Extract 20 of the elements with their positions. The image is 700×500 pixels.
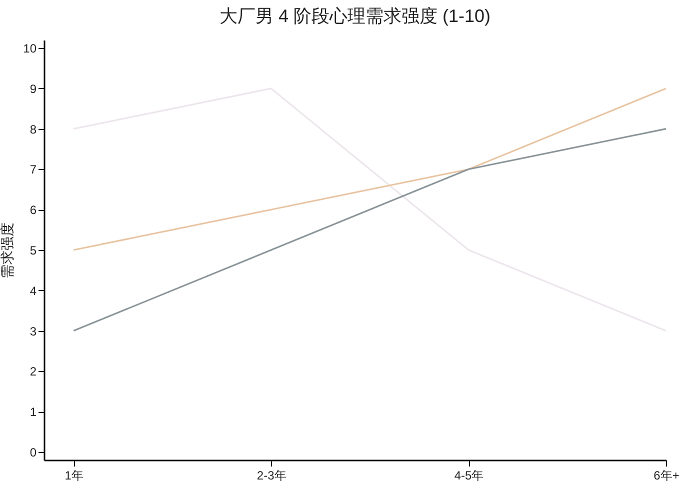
line-series [72,88,667,251]
chart-title: 大厂男 4 阶段心理需求强度 (1-10) [219,6,491,26]
y-tick-label: 1 [30,405,37,420]
y-tick-label: 6 [30,203,37,218]
y-tick-label: 7 [30,162,37,177]
x-tick-label: 4-5年 [454,468,484,482]
y-tick-label: 2 [30,364,37,379]
line-series [72,88,667,332]
y-tick-label: 3 [30,324,37,338]
y-tick-label: 8 [30,122,37,136]
y-tick-label: 10 [23,42,37,56]
y-tick-label: 5 [30,244,37,258]
x-tick-label: 1年 [64,468,84,482]
x-tick-label: 6年+ [654,468,680,482]
y-tick-label: 9 [30,82,37,96]
x-tick-label: 2-3年 [256,468,286,482]
y-tick-label: 4 [30,284,37,298]
line-series [72,128,667,332]
y-axis-title: 需求强度 [0,222,16,278]
y-tick-label: 0 [30,445,37,460]
